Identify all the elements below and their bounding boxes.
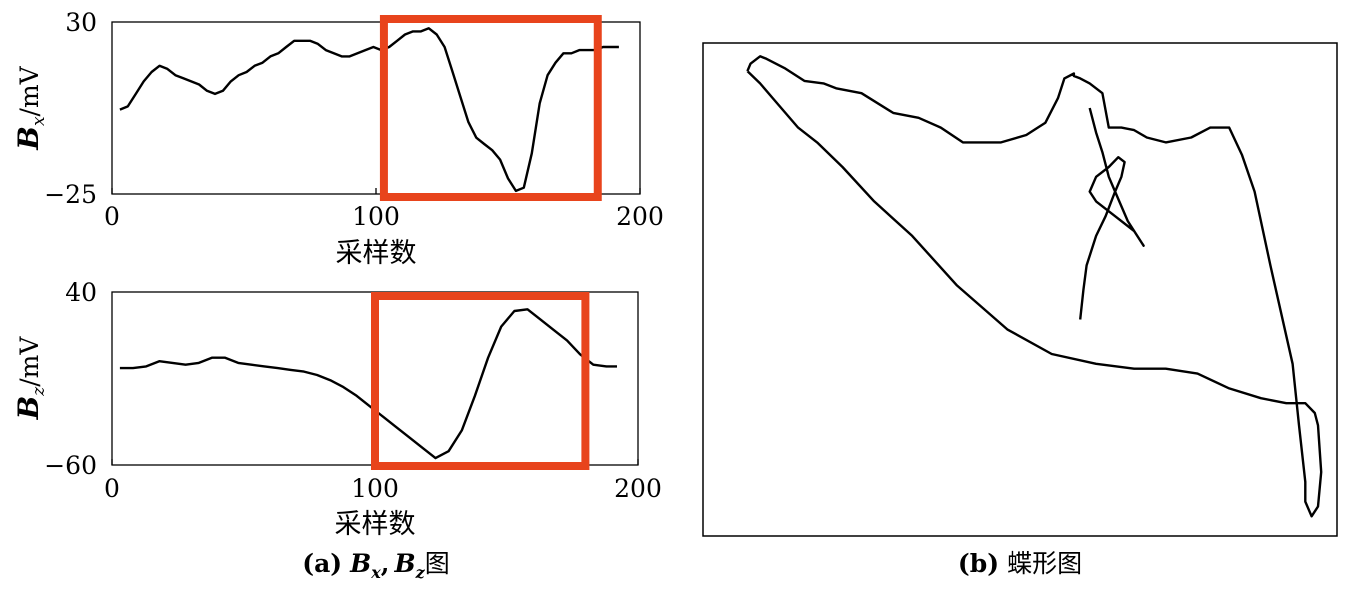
bz-ylabel-sub: z [29, 386, 49, 397]
caption-a-sub2: z [415, 563, 426, 582]
bx-ylabel-var: B [12, 126, 45, 151]
bz-ylabel: Bz/mV [12, 336, 49, 421]
bx-highlight-box [379, 15, 602, 201]
bx-series-line [119, 27, 619, 193]
bx-xtick-0: 0 [104, 202, 120, 231]
caption-a-var1: B [349, 549, 371, 578]
bx-ytick-bottom: −25 [44, 180, 97, 209]
caption-a-sep: , [381, 549, 390, 578]
caption-a-var2: B [394, 549, 416, 578]
bz-ytick-top: 40 [65, 278, 97, 307]
caption-b-text: 蝶形图 [1007, 549, 1082, 578]
caption-a: (a) Bx, Bz图 [302, 549, 450, 582]
butterfly-outer-loop [746, 55, 1323, 518]
caption-a-suffix: 图 [425, 549, 450, 578]
bx-xtick-100: 100 [352, 202, 400, 231]
bz-xtick-100: 100 [351, 474, 399, 503]
bx-xlabel: 采样数 [336, 238, 417, 269]
caption-a-sub1: x [370, 563, 381, 582]
butterfly-inner-loop [1079, 107, 1145, 320]
bx-tick-marks [111, 188, 641, 194]
bx-ytick-top: 30 [65, 8, 97, 37]
butterfly-plot-frame [702, 42, 1338, 537]
caption-b-label: (b) [958, 549, 999, 578]
bx-ylabel: Bx/mV [12, 65, 49, 150]
bz-highlight-box [371, 292, 590, 470]
bz-xtick-200: 200 [614, 474, 662, 503]
bz-chart: 40 −60 0 100 200 采样数 Bz/mV [12, 278, 662, 540]
bx-xtick-200: 200 [616, 202, 664, 231]
bx-ylabel-unit: /mV [15, 65, 44, 116]
bz-series-line [119, 308, 617, 460]
caption-b: (b) 蝶形图 [958, 549, 1082, 578]
bx-chart: 30 −25 0 100 200 采样数 Bx/mV [12, 8, 664, 269]
bz-ytick-bottom: −60 [44, 451, 97, 480]
caption-a-label: (a) [302, 549, 342, 578]
bx-ylabel-sub: x [29, 116, 49, 126]
bz-ylabel-unit: /mV [15, 336, 44, 387]
bz-xlabel: 采样数 [335, 509, 416, 540]
bz-xtick-0: 0 [104, 474, 120, 503]
butterfly-chart [702, 42, 1338, 537]
bz-ylabel-var: B [12, 396, 45, 421]
